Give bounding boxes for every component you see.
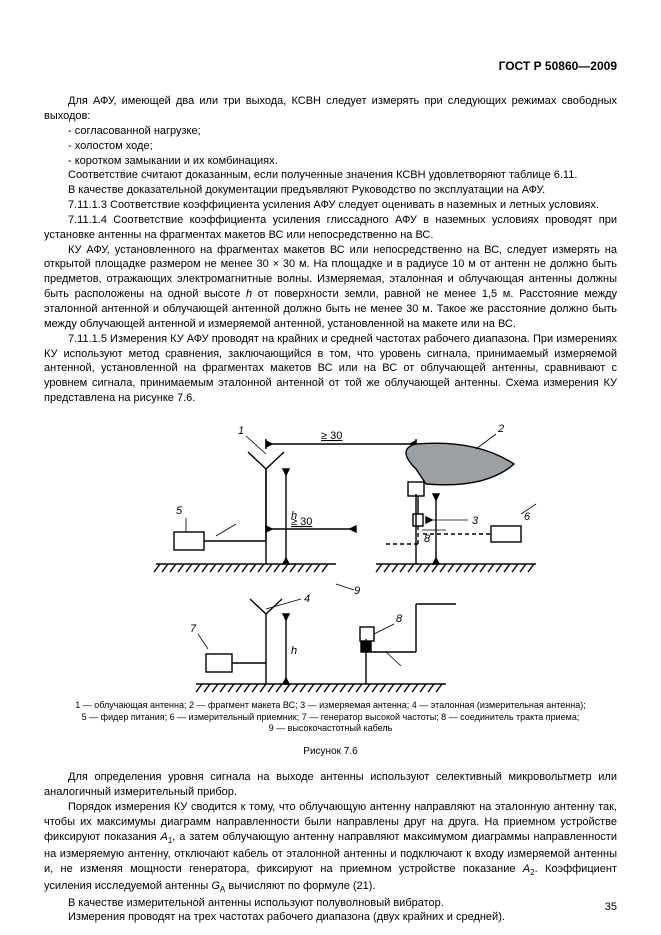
legend-line: 5 — фидер питания; 6 — измерительный при… <box>82 712 580 722</box>
label-h-lower: h <box>291 645 297 657</box>
label-2: 2 <box>497 423 504 435</box>
legend-line: 9 — высокочастотный кабель <box>269 723 393 733</box>
paragraph: КУ АФУ, установленного на фрагментах мак… <box>44 243 617 332</box>
figure-legend: 1 — облучающая антенна; 2 — фрагмент мак… <box>64 700 597 735</box>
label-ge30-top: ≥ 30 <box>321 430 342 442</box>
paragraph: Измерения проводят на трех частотах рабо… <box>44 910 617 925</box>
paragraph: В качестве измерительной антенны использ… <box>44 896 617 911</box>
paragraph: 7.11.1.4 Соответствие коэффициента усиле… <box>44 213 617 243</box>
doc-header: ГОСТ Р 50860—2009 <box>44 58 617 74</box>
list-item: - коротком замыкании и их комбинациях. <box>44 154 617 169</box>
paragraph: Соответствие считают доказанным, если по… <box>44 168 617 183</box>
var-A1: A <box>161 831 168 843</box>
legend-line: 1 — облучающая антенна; 2 — фрагмент мак… <box>75 700 585 710</box>
paragraph: 7.11.1.3 Соответствие коэффициента усиле… <box>44 198 617 213</box>
paragraph: В качестве доказательной документации пр… <box>44 183 617 198</box>
label-ge30-mid: ≥ 30 <box>291 516 312 528</box>
list-item: - холостом ходе; <box>44 139 617 154</box>
label-9-top: 9 <box>354 585 360 597</box>
figure-7-6: 1 ≥ 30 2 3 8 6 h <box>44 414 617 694</box>
label-3: 3 <box>472 515 479 527</box>
label-8: 8 <box>424 533 431 545</box>
label-5: 5 <box>176 505 183 517</box>
label-6: 6 <box>524 511 531 523</box>
page-number: 35 <box>605 900 617 915</box>
figure-title: Рисунок 7.6 <box>44 745 617 759</box>
paragraph: 7.11.1.5 Измерения КУ АФУ проводят на кр… <box>44 332 617 406</box>
list-item: - согласованной нагрузке; <box>44 124 617 139</box>
label-1: 1 <box>238 425 244 437</box>
paragraph: Для АФУ, имеющей два или три выхода, КСВ… <box>44 94 617 124</box>
paragraph: Порядок измерения КУ сводится к тому, чт… <box>44 800 617 895</box>
paragraph: Для определения уровня сигнала на выходе… <box>44 770 617 800</box>
text: вычисляют по формуле (21). <box>225 880 375 892</box>
label-7: 7 <box>190 623 197 635</box>
label-8b: 8 <box>396 613 403 625</box>
label-4: 4 <box>304 593 310 605</box>
var-G: G <box>211 880 220 892</box>
